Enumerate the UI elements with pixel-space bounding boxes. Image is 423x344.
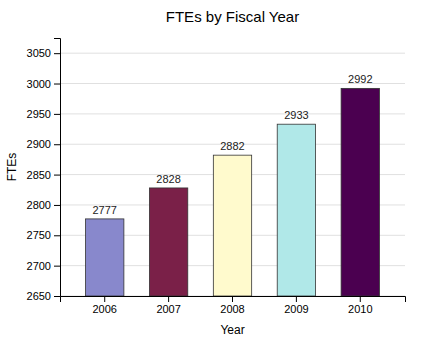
chart-svg: 2006 2007 2008 2009 2010 2650 2700 2750 2800 2850… bbox=[0, 0, 423, 344]
y-tick-mark bbox=[54, 84, 60, 85]
y-tick: 2850 bbox=[27, 169, 60, 181]
y-tick-label: 2700 bbox=[27, 260, 51, 272]
x-tick: 2009 bbox=[284, 296, 308, 315]
y-tick-label: 3000 bbox=[27, 78, 51, 90]
y-tick: 2950 bbox=[27, 108, 60, 120]
y-tick-mark bbox=[54, 175, 60, 176]
y-axis-title: FTEs bbox=[5, 153, 19, 182]
y-tick-label: 2850 bbox=[27, 169, 51, 181]
x-tick-label: 2008 bbox=[220, 303, 244, 315]
y-tick: 2750 bbox=[27, 229, 60, 241]
data-label: 2933 bbox=[284, 109, 308, 121]
y-axis-line bbox=[54, 39, 61, 297]
grid-line bbox=[60, 53, 405, 54]
y-tick-mark bbox=[54, 114, 60, 115]
x-tick: 2008 bbox=[220, 296, 244, 315]
x-tick-mark bbox=[296, 296, 297, 302]
bar bbox=[149, 188, 187, 296]
grid bbox=[60, 53, 405, 296]
y-axis: 2650 2700 2750 2800 2850 2900 2950 3000 3050 bbox=[27, 39, 61, 303]
y-tick-label: 2950 bbox=[27, 108, 51, 120]
x-axis: 2006 2007 2008 2009 2010 bbox=[61, 296, 406, 315]
bar bbox=[213, 155, 251, 296]
y-tick-label: 3050 bbox=[27, 47, 51, 59]
x-tick: 2010 bbox=[348, 296, 372, 315]
y-tick-mark bbox=[54, 266, 60, 267]
y-tick-label: 2650 bbox=[27, 290, 51, 302]
x-tick-mark bbox=[360, 296, 361, 302]
title: FTEs by Fiscal Year bbox=[166, 8, 299, 25]
data-labels: 2777 2828 2882 2933 2992 bbox=[92, 73, 372, 216]
x-tick-mark bbox=[104, 296, 105, 302]
bar bbox=[277, 124, 315, 296]
y-tick-mark bbox=[54, 205, 60, 206]
bar bbox=[86, 219, 124, 296]
data-label: 2828 bbox=[156, 173, 180, 185]
bar bbox=[341, 88, 379, 296]
x-axis-title: Year bbox=[220, 323, 244, 337]
y-tick: 2700 bbox=[27, 260, 60, 272]
x-tick: 2007 bbox=[156, 296, 180, 315]
y-tick: 3000 bbox=[27, 78, 60, 90]
y-tick: 2900 bbox=[27, 138, 60, 150]
y-tick-label: 2900 bbox=[27, 138, 51, 150]
x-tick-mark bbox=[232, 296, 233, 302]
x-tick-mark bbox=[168, 296, 169, 302]
y-tick: 3050 bbox=[27, 47, 60, 59]
y-tick-mark bbox=[54, 296, 60, 297]
data-label: 2882 bbox=[220, 140, 244, 152]
y-tick-label: 2800 bbox=[27, 199, 51, 211]
x-tick: 2006 bbox=[92, 296, 116, 315]
y-tick-label: 2750 bbox=[27, 229, 51, 241]
x-tick-label: 2010 bbox=[348, 303, 372, 315]
y-tick: 2650 bbox=[27, 290, 60, 302]
x-tick-label: 2006 bbox=[92, 303, 116, 315]
data-label: 2777 bbox=[92, 204, 116, 216]
y-tick-mark bbox=[54, 53, 60, 54]
bars bbox=[86, 88, 380, 296]
y-tick: 2800 bbox=[27, 199, 60, 211]
data-label: 2992 bbox=[348, 73, 372, 85]
x-tick-label: 2007 bbox=[156, 303, 180, 315]
x-axis-line bbox=[61, 297, 406, 303]
y-tick-mark bbox=[54, 235, 60, 236]
y-tick-mark bbox=[54, 144, 60, 145]
x-tick-label: 2009 bbox=[284, 303, 308, 315]
